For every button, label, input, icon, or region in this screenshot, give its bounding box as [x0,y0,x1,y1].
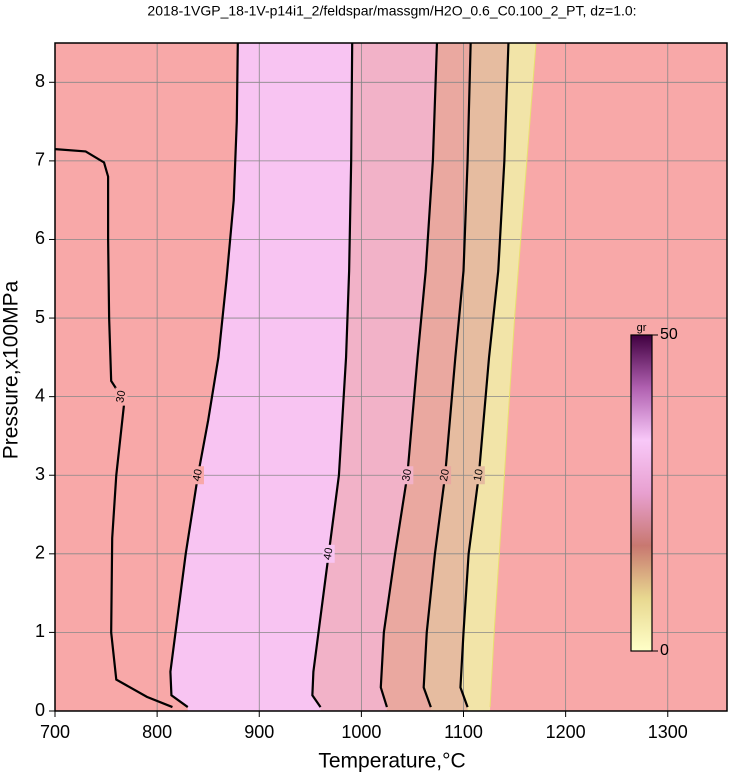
y-tick-label: 6 [35,228,45,248]
contour-label-bg [191,466,204,485]
colorbar-fill [630,334,653,652]
contour-label: 40 [322,547,336,561]
y-axis-label: Pressure,x100MPa [0,280,23,459]
colorbar-label: gr [637,322,647,334]
chart-title: 2018-1VGP_18-1V-p14i1_2/feldspar/massgm/… [147,3,636,19]
contour-label: 20 [438,468,452,482]
contour-line [311,43,354,708]
x-tick-label: 1000 [341,722,381,742]
plot-frame [54,42,728,712]
y-tick-label: 4 [35,385,45,405]
fills [55,43,727,711]
x-tick-label: 700 [40,722,70,742]
y-tick-label: 0 [35,700,45,720]
axes: 700 800 900 1000 1100 1200 1300 0 1 2 3 4 5 6 7 8 [35,71,688,742]
x-tick-label: 800 [142,722,172,742]
contour-label-bg [472,466,485,485]
x-tick-label: 900 [244,722,274,742]
contour-label: 30 [400,468,414,482]
contour-label-bg [115,387,128,406]
contour-label: 40 [191,468,205,482]
contour-line [169,43,239,708]
colorbar: 0 50 gr [630,322,678,659]
y-tick-label: 1 [35,621,45,641]
colorbar-tick-label: 0 [660,642,669,659]
y-tick-label: 7 [35,150,45,170]
contours: 30 40 40 30 20 10 [55,43,537,709]
y-tick-label: 2 [35,543,45,563]
contour-label-bg [439,466,452,485]
x-tick-label: 1300 [648,722,688,742]
x-tick-label: 1200 [546,722,586,742]
boundary-line [489,43,537,708]
y-tick-label: 3 [35,464,45,484]
x-axis-label: Temperature,°C [318,750,465,773]
contour-label-bg [401,466,414,485]
colorbar-tick-label: 50 [660,326,678,343]
band-fill [55,149,173,711]
contour-label: 30 [114,390,128,404]
x-tick-label: 1100 [444,722,483,742]
contour-label-bg [322,544,335,563]
y-tick-label: 5 [35,307,45,327]
contour-label: 10 [472,468,486,482]
y-tick-label: 8 [35,71,45,91]
